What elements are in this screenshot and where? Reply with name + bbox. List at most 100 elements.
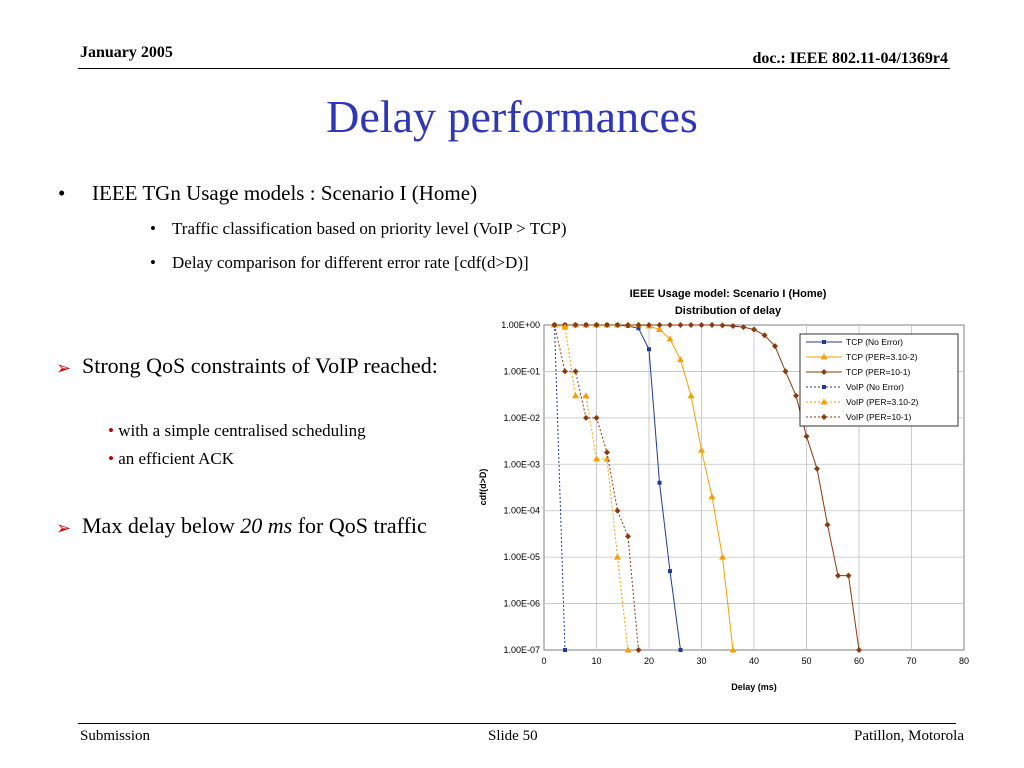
footer-submission: Submission: [80, 728, 151, 744]
y-tick-label: 1.00E-07: [503, 645, 540, 655]
legend-marker: [820, 353, 828, 360]
data-point: [709, 322, 715, 328]
x-tick-label: 50: [801, 656, 811, 666]
qos-point-2-pre: Max delay below: [82, 513, 241, 538]
arrow-bullet-icon: ➢: [56, 518, 72, 538]
x-tick-label: 80: [959, 656, 969, 666]
qos-point-1: ➢ Strong QoS constraints of VoIP reached:: [56, 350, 456, 384]
legend-label: TCP (PER=10-1): [846, 367, 910, 377]
data-point: [751, 326, 757, 333]
qos-point-2-post: for QoS traffic: [292, 513, 427, 538]
bullet-dot: •: [150, 253, 156, 272]
data-point: [698, 446, 705, 453]
legend-label: VoIP (PER=3.10-2): [846, 397, 919, 407]
data-point: [647, 347, 651, 352]
data-point: [635, 647, 642, 653]
data-point: [835, 572, 841, 579]
qos-sub-2: • an efficient ACK: [108, 449, 234, 469]
data-point: [563, 648, 567, 652]
data-point: [677, 356, 684, 363]
bullet-dot: •: [150, 219, 156, 238]
data-point: [656, 325, 663, 332]
data-point: [593, 455, 600, 462]
data-point: [782, 368, 789, 375]
data-point: [572, 368, 579, 375]
data-point: [635, 322, 642, 328]
data-point: [719, 322, 726, 329]
x-tick-label: 70: [906, 656, 916, 666]
qos-point-2: ➢ Max delay below 20 ms for QoS traffic: [56, 510, 456, 544]
red-dot-icon: •: [108, 421, 114, 440]
data-point: [708, 493, 716, 500]
delay-cdf-chart: IEEE Usage model: Scenario I (Home) Dist…: [478, 288, 969, 692]
legend: TCP (No Error) TCP (PER=3.10-2) TCP (PER=1…: [806, 337, 919, 422]
data-point: [562, 368, 568, 375]
data-point: [593, 322, 600, 328]
header-divider: [78, 68, 950, 69]
legend-marker: [821, 369, 827, 375]
qos-sub-1-text: with a simple centralised scheduling: [118, 421, 366, 440]
header-date: January 2005: [80, 44, 173, 61]
data-point: [656, 322, 663, 328]
bullet-sub-2: • Delay comparison for different error ra…: [150, 253, 529, 273]
data-point: [678, 648, 683, 652]
arrow-bullet-icon: ➢: [56, 358, 72, 378]
data-point: [614, 553, 621, 560]
footer-slide-number: Slide 50: [488, 728, 538, 744]
y-tick-labels: 1.00E+00 1.00E-01 1.00E-02 1.00E-03 1.00E-04…: [501, 320, 540, 655]
x-tick-label: 40: [749, 656, 759, 666]
data-point: [666, 335, 674, 342]
y-tick-label: 1.00E-01: [503, 366, 540, 376]
data-point: [593, 414, 600, 421]
legend-label: TCP (No Error): [846, 337, 903, 347]
data-point: [551, 322, 558, 328]
data-point: [740, 324, 747, 331]
x-tick-label: 0: [541, 656, 546, 666]
data-point: [572, 392, 579, 399]
bullet-sub-1-text: Traffic classification based on priority…: [172, 219, 567, 238]
data-point: [730, 323, 736, 330]
data-point: [668, 569, 672, 574]
qos-point-1-text: Strong QoS constraints of VoIP reached:: [82, 353, 438, 378]
data-point: [583, 414, 589, 421]
data-point: [761, 332, 768, 339]
data-point: [625, 322, 631, 328]
bullet-main-text: IEEE TGn Usage models : Scenario I (Home…: [92, 181, 478, 205]
bullet-main: • IEEE TGn Usage models : Scenario I (Hom…: [58, 181, 477, 206]
data-point: [814, 465, 820, 472]
y-tick-label: 1.00E-02: [503, 413, 540, 423]
data-point: [604, 449, 610, 456]
header-doc-id: doc.: IEEE 802.11-04/1369r4: [752, 50, 948, 67]
series-group: [551, 321, 862, 653]
chart-subtitle: Distribution of delay: [675, 305, 782, 317]
data-point: [624, 646, 632, 653]
bullet-sub-1: • Traffic classification based on priorit…: [150, 219, 567, 239]
legend-marker: [820, 398, 828, 405]
data-point: [845, 572, 852, 579]
data-point: [698, 322, 705, 328]
bullet-sub-2-text: Delay comparison for different error rat…: [172, 253, 529, 272]
data-point: [561, 323, 569, 330]
qos-sub-1: • with a simple centralised scheduling: [108, 421, 366, 441]
x-tick-labels: 0 10 20 30 40 50 60 70 80: [541, 656, 969, 666]
series-3: [551, 322, 862, 653]
y-tick-label: 1.00E-05: [503, 552, 540, 562]
y-tick-label: 1.00E-03: [503, 459, 540, 469]
y-axis-label: cdf(d>D): [478, 469, 488, 506]
footer-author: Patillon, Motorola: [854, 728, 964, 744]
data-point: [772, 343, 778, 350]
data-point: [572, 322, 579, 328]
legend-marker: [822, 385, 826, 389]
y-tick-label: 1.00E-04: [503, 506, 540, 516]
data-point: [604, 322, 610, 328]
chart-title: IEEE Usage model: Scenario I (Home): [630, 288, 827, 300]
data-point: [793, 392, 799, 399]
legend-box: [799, 333, 959, 427]
qos-point-2-em: 20 ms: [240, 513, 293, 538]
bullet-dot: •: [58, 181, 66, 205]
legend-label: VoIP (PER=10-1): [846, 412, 911, 422]
legend-label: TCP (PER=3.10-2): [846, 352, 918, 362]
footer-divider: [78, 723, 956, 724]
legend-marker: [821, 414, 827, 420]
data-point: [677, 322, 684, 328]
